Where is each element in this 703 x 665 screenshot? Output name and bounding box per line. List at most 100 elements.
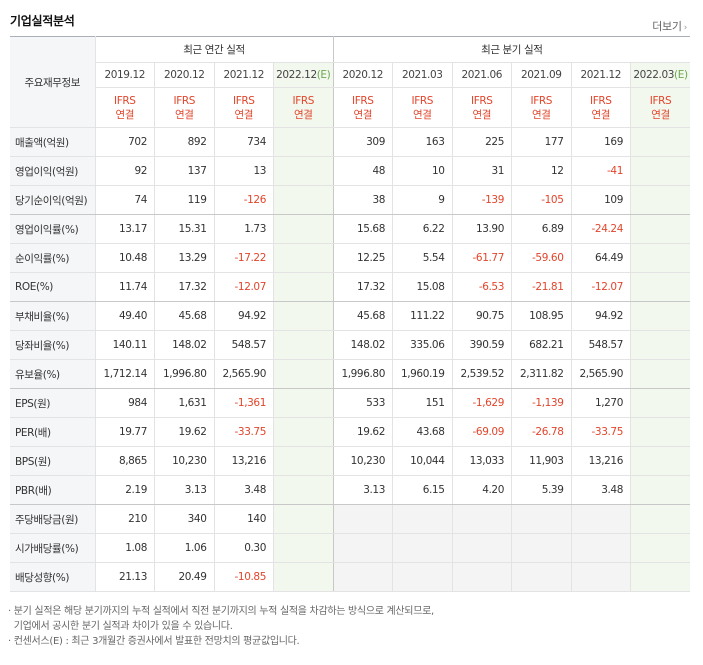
quarter-value-cell: 6.15	[392, 475, 453, 505]
row-label: 주당배당금(원)	[10, 504, 96, 534]
quarter-value-cell: 10,044	[392, 446, 453, 476]
consolidated-label: 연결	[293, 108, 313, 121]
row-label: 유보율(%)	[10, 359, 96, 389]
annual-value-cell: 548.57	[214, 330, 274, 360]
empty-cell	[571, 533, 631, 563]
quarter-value-cell	[630, 185, 691, 215]
row-label: 부채비율(%)	[10, 301, 96, 331]
more-link-label: 더보기	[652, 20, 682, 33]
quarter-value-cell: -21.81	[511, 272, 572, 302]
annual-value-cell	[273, 475, 334, 505]
quarter-value-cell: 533	[333, 388, 393, 418]
annual-value-cell: 49.40	[95, 301, 155, 331]
quarter-value-cell: 45.68	[333, 301, 393, 331]
period-label: 2019.12	[104, 69, 146, 81]
annual-value-cell: 13.29	[154, 243, 215, 273]
quarter-value-cell: 682.21	[511, 330, 572, 360]
row-label: 시가배당률(%)	[10, 533, 96, 563]
row-label: 순이익률(%)	[10, 243, 96, 273]
chevron-right-icon: ›	[683, 23, 688, 33]
quarter-value-cell: 48	[333, 156, 393, 186]
quarter-value-cell	[630, 330, 691, 360]
quarter-value-cell: 2,565.90	[571, 359, 631, 389]
quarter-value-cell: 2,311.82	[511, 359, 572, 389]
empty-cell	[452, 533, 512, 563]
ifrs-header: IFRS 연결	[511, 87, 572, 128]
table-row: 영업이익률(%) 13.17 15.31 1.73 15.68 6.22 13.90 6.89…	[10, 214, 691, 244]
row-label: 영업이익(억원)	[10, 156, 96, 186]
quarter-value-cell: -12.07	[571, 272, 631, 302]
consolidated-label: 연결	[472, 108, 492, 121]
ifrs-label: IFRS	[233, 94, 255, 107]
table-row: 배당성향(%) 21.13 20.49 -10.85	[10, 562, 691, 592]
quarter-value-cell: -26.78	[511, 417, 572, 447]
table-row: BPS(원) 8,865 10,230 13,216 10,230 10,044 13,03…	[10, 446, 691, 476]
quarter-value-cell	[630, 127, 691, 157]
quarter-value-cell: -6.53	[452, 272, 512, 302]
quarter-group-header: 최근 분기 실적	[333, 36, 691, 63]
quarter-value-cell: 38	[333, 185, 393, 215]
quarter-value-cell: 1,270	[571, 388, 631, 418]
annual-value-cell	[273, 301, 334, 331]
quarter-value-cell: -61.77	[452, 243, 512, 273]
annual-value-cell: 984	[95, 388, 155, 418]
annual-value-cell: 3.48	[214, 475, 274, 505]
annual-value-cell: 21.13	[95, 562, 155, 592]
annual-value-cell: -10.85	[214, 562, 274, 592]
quarter-value-cell: 43.68	[392, 417, 453, 447]
row-label: PBR(배)	[10, 475, 96, 505]
annual-value-cell: 702	[95, 127, 155, 157]
quarter-value-cell	[630, 301, 691, 331]
quarter-value-cell	[630, 156, 691, 186]
annual-value-cell: -12.07	[214, 272, 274, 302]
period-label: 2022.03	[633, 69, 675, 81]
annual-value-cell	[273, 185, 334, 215]
annual-value-cell: 19.77	[95, 417, 155, 447]
quarter-value-cell: -1,629	[452, 388, 512, 418]
row-label: PER(배)	[10, 417, 96, 447]
quarter-value-cell: 3.13	[333, 475, 393, 505]
annual-value-cell: 2.19	[95, 475, 155, 505]
annual-value-cell	[273, 446, 334, 476]
quarter-value-cell: 2,539.52	[452, 359, 512, 389]
empty-cell	[392, 533, 453, 563]
ifrs-header: IFRS 연결	[214, 87, 274, 128]
quarter-period-header: 2020.12	[333, 62, 393, 88]
more-link[interactable]: 더보기 ›	[652, 18, 687, 34]
row-label: 배당성향(%)	[10, 562, 96, 592]
quarter-value-cell: 6.22	[392, 214, 453, 244]
quarter-value-cell: 177	[511, 127, 572, 157]
quarter-value-cell: 64.49	[571, 243, 631, 273]
quarter-value-cell: 10	[392, 156, 453, 186]
annual-value-cell: 119	[154, 185, 215, 215]
row-label: 당좌비율(%)	[10, 330, 96, 360]
note-line: · 분기 실적은 해당 분기까지의 누적 실적에서 직전 분기까지의 누적 실적…	[8, 606, 434, 617]
quarter-value-cell: 5.54	[392, 243, 453, 273]
quarter-value-cell	[630, 475, 691, 505]
annual-value-cell: 1.08	[95, 533, 155, 563]
ifrs-header: IFRS 연결	[273, 87, 334, 128]
consolidated-label: 연결	[591, 108, 611, 121]
annual-period-header: 2022.12(E)	[273, 62, 334, 88]
annual-value-cell: 1.06	[154, 533, 215, 563]
annual-value-cell	[273, 330, 334, 360]
quarter-value-cell: 390.59	[452, 330, 512, 360]
quarter-value-cell: -59.60	[511, 243, 572, 273]
table-row: 시가배당률(%) 1.08 1.06 0.30	[10, 533, 691, 563]
ifrs-header: IFRS 연결	[571, 87, 631, 128]
ifrs-label: IFRS	[352, 94, 374, 107]
annual-value-cell: 1,712.14	[95, 359, 155, 389]
annual-value-cell	[273, 127, 334, 157]
ifrs-label: IFRS	[114, 94, 136, 107]
table-row: 매출액(억원) 702 892 734 309 163 225 177 169	[10, 127, 691, 157]
quarter-value-cell: 13,033	[452, 446, 512, 476]
annual-value-cell: 210	[95, 504, 155, 534]
table-row: 당기순이익(억원) 74 119 -126 38 9 -139 -105 109	[10, 185, 691, 215]
annual-value-cell: 734	[214, 127, 274, 157]
ifrs-label: IFRS	[411, 94, 434, 107]
quarter-value-cell: 12.25	[333, 243, 393, 273]
annual-value-cell: 1.73	[214, 214, 274, 244]
ifrs-label: IFRS	[173, 94, 196, 107]
quarter-value-cell: 3.48	[571, 475, 631, 505]
consolidated-label: 연결	[353, 108, 373, 121]
